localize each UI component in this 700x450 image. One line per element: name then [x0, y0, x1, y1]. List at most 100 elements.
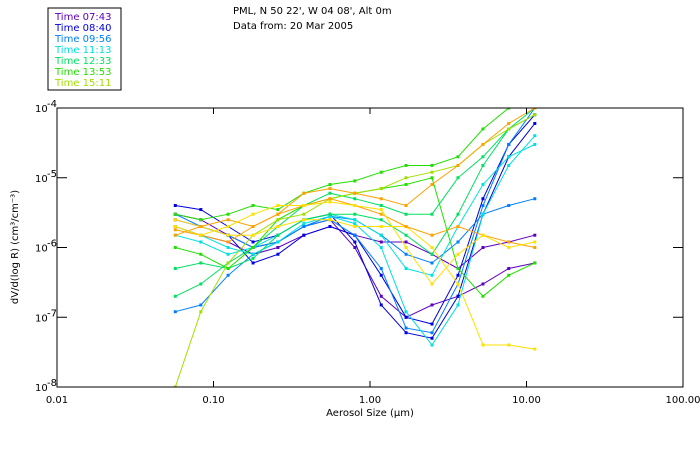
data-point — [379, 208, 383, 212]
series-line — [175, 213, 535, 318]
data-point — [404, 233, 408, 237]
data-point — [379, 273, 383, 277]
data-point — [481, 343, 485, 347]
data-point — [481, 197, 485, 201]
data-point — [430, 176, 434, 180]
legend-entry: Time 15:11 — [54, 78, 111, 89]
data-point — [533, 347, 537, 351]
data-point — [251, 256, 255, 260]
y-tick-exponent: -4 — [47, 99, 57, 110]
legend-entry: Time 11:13 — [54, 45, 111, 56]
legend-entry: Time 07:43 — [54, 12, 111, 23]
data-point — [507, 273, 511, 277]
data-point — [430, 252, 434, 256]
data-point — [226, 212, 230, 216]
data-point — [430, 282, 434, 286]
data-point — [456, 252, 460, 256]
data-point — [199, 310, 203, 314]
data-point — [353, 218, 357, 222]
legend-entry: Time 13:53 — [54, 67, 111, 78]
data-point — [173, 212, 177, 216]
data-point — [533, 142, 537, 146]
y-tick-exponent: -7 — [47, 308, 57, 319]
data-point — [226, 273, 230, 277]
chart-title-line-1: PML, N 50 22', W 04 08', Alt 0m — [233, 6, 392, 17]
data-point — [199, 225, 203, 229]
data-point — [404, 212, 408, 216]
y-tick-label: 10 — [35, 383, 48, 394]
data-point — [173, 225, 177, 229]
legend-entry: Time 12:33 — [54, 56, 111, 67]
data-point — [507, 155, 511, 159]
data-point — [533, 261, 537, 265]
data-point — [251, 225, 255, 229]
data-point — [226, 252, 230, 256]
data-point — [507, 163, 511, 167]
data-point — [226, 266, 230, 270]
series-line — [175, 114, 536, 270]
data-point — [353, 179, 357, 183]
data-point — [507, 108, 511, 110]
data-point — [199, 233, 203, 237]
data-point — [533, 246, 537, 249]
legend-box — [47, 7, 122, 91]
data-point — [456, 282, 460, 286]
data-point — [404, 246, 408, 249]
data-point — [430, 261, 434, 265]
data-point — [302, 225, 306, 229]
data-point — [199, 208, 203, 212]
series-13 — [173, 113, 537, 387]
data-point — [328, 200, 332, 204]
data-point — [251, 261, 255, 265]
series-3 — [173, 121, 537, 340]
data-point — [533, 240, 537, 244]
data-point — [379, 170, 383, 174]
data-point — [328, 214, 332, 218]
data-point — [276, 246, 280, 249]
series-line — [174, 114, 536, 387]
data-point — [328, 225, 332, 229]
chart-title-line-2: Data from: 20 Mar 2005 — [233, 21, 353, 32]
x-tick-label: 100.00 — [666, 395, 700, 406]
data-point — [507, 343, 511, 347]
data-point — [173, 228, 177, 232]
data-point — [328, 212, 332, 216]
data-point — [430, 183, 434, 187]
x-tick-label: 1.00 — [359, 395, 381, 406]
x-tick-label: 10.00 — [512, 395, 541, 406]
data-point — [430, 303, 434, 307]
data-point — [199, 261, 203, 265]
data-point — [302, 222, 306, 226]
series-line — [175, 219, 535, 350]
legend-entry: Time 09:56 — [54, 34, 111, 45]
data-point — [173, 385, 177, 387]
data-point — [199, 218, 203, 222]
data-point — [328, 187, 332, 191]
data-point — [251, 240, 255, 244]
data-point — [430, 331, 434, 335]
data-point — [507, 142, 511, 146]
y-tick-exponent: -6 — [47, 239, 57, 250]
data-point — [481, 282, 485, 286]
data-point — [251, 246, 255, 249]
data-point — [430, 336, 434, 340]
y-tick-label: 10 — [35, 313, 48, 324]
data-point — [173, 266, 177, 270]
data-point — [173, 204, 177, 208]
data-point — [379, 204, 383, 208]
data-point — [404, 331, 408, 335]
data-point — [276, 240, 280, 244]
x-tick-label: 0.10 — [202, 395, 224, 406]
data-point — [276, 208, 280, 212]
y-tick-label: 10 — [35, 244, 48, 255]
data-point — [379, 197, 383, 201]
data-point — [173, 233, 177, 237]
data-point — [533, 134, 537, 138]
data-point — [481, 204, 485, 208]
data-point — [328, 218, 332, 222]
data-point — [353, 246, 357, 249]
data-point — [328, 191, 332, 195]
y-axis-label: dV/d(log R) (cm³/cm⁻³) — [10, 190, 21, 304]
data-point — [481, 155, 485, 159]
